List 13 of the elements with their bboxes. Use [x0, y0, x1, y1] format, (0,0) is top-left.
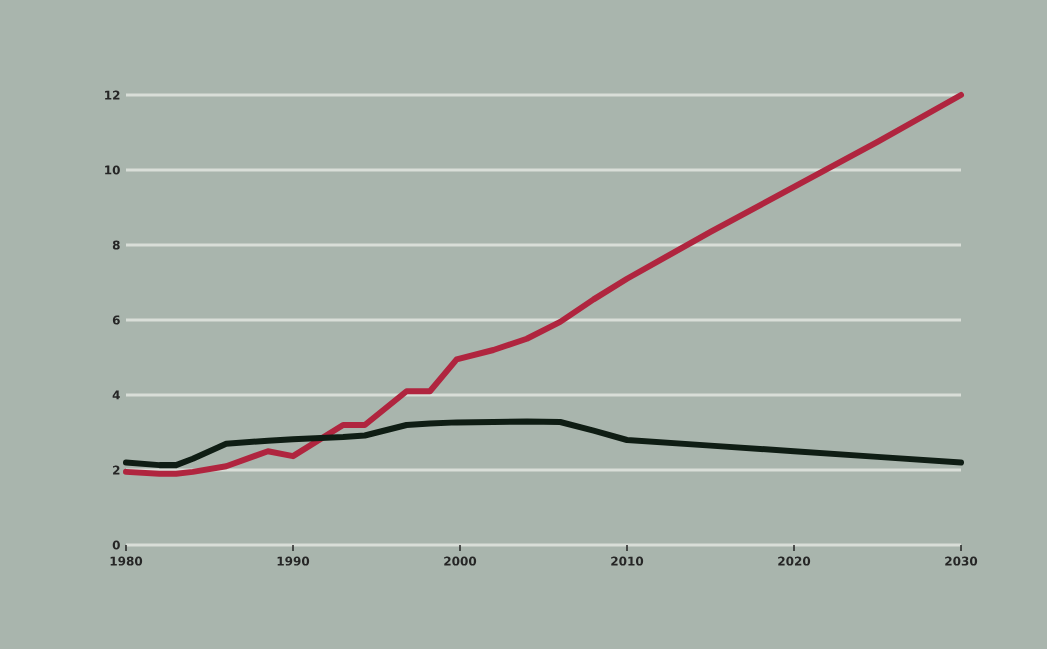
x-tick-label: 1990: [277, 556, 310, 566]
x-tick-label: 1980: [110, 556, 143, 566]
x-tick-label: 2020: [778, 556, 811, 566]
y-tick-label: 10: [105, 165, 120, 175]
y-tick-label: 8: [112, 240, 120, 250]
y-tick-label: 2: [113, 465, 120, 475]
y-tick-label: 4: [112, 390, 120, 400]
x-tick-label: 2030: [945, 556, 978, 566]
y-tick-label: 0: [112, 540, 120, 550]
x-tick-label: 2010: [611, 556, 644, 566]
y-tick-label: 6: [112, 315, 120, 325]
x-tick-label: 2000: [444, 556, 477, 566]
y-tick-label: 12: [105, 90, 120, 100]
